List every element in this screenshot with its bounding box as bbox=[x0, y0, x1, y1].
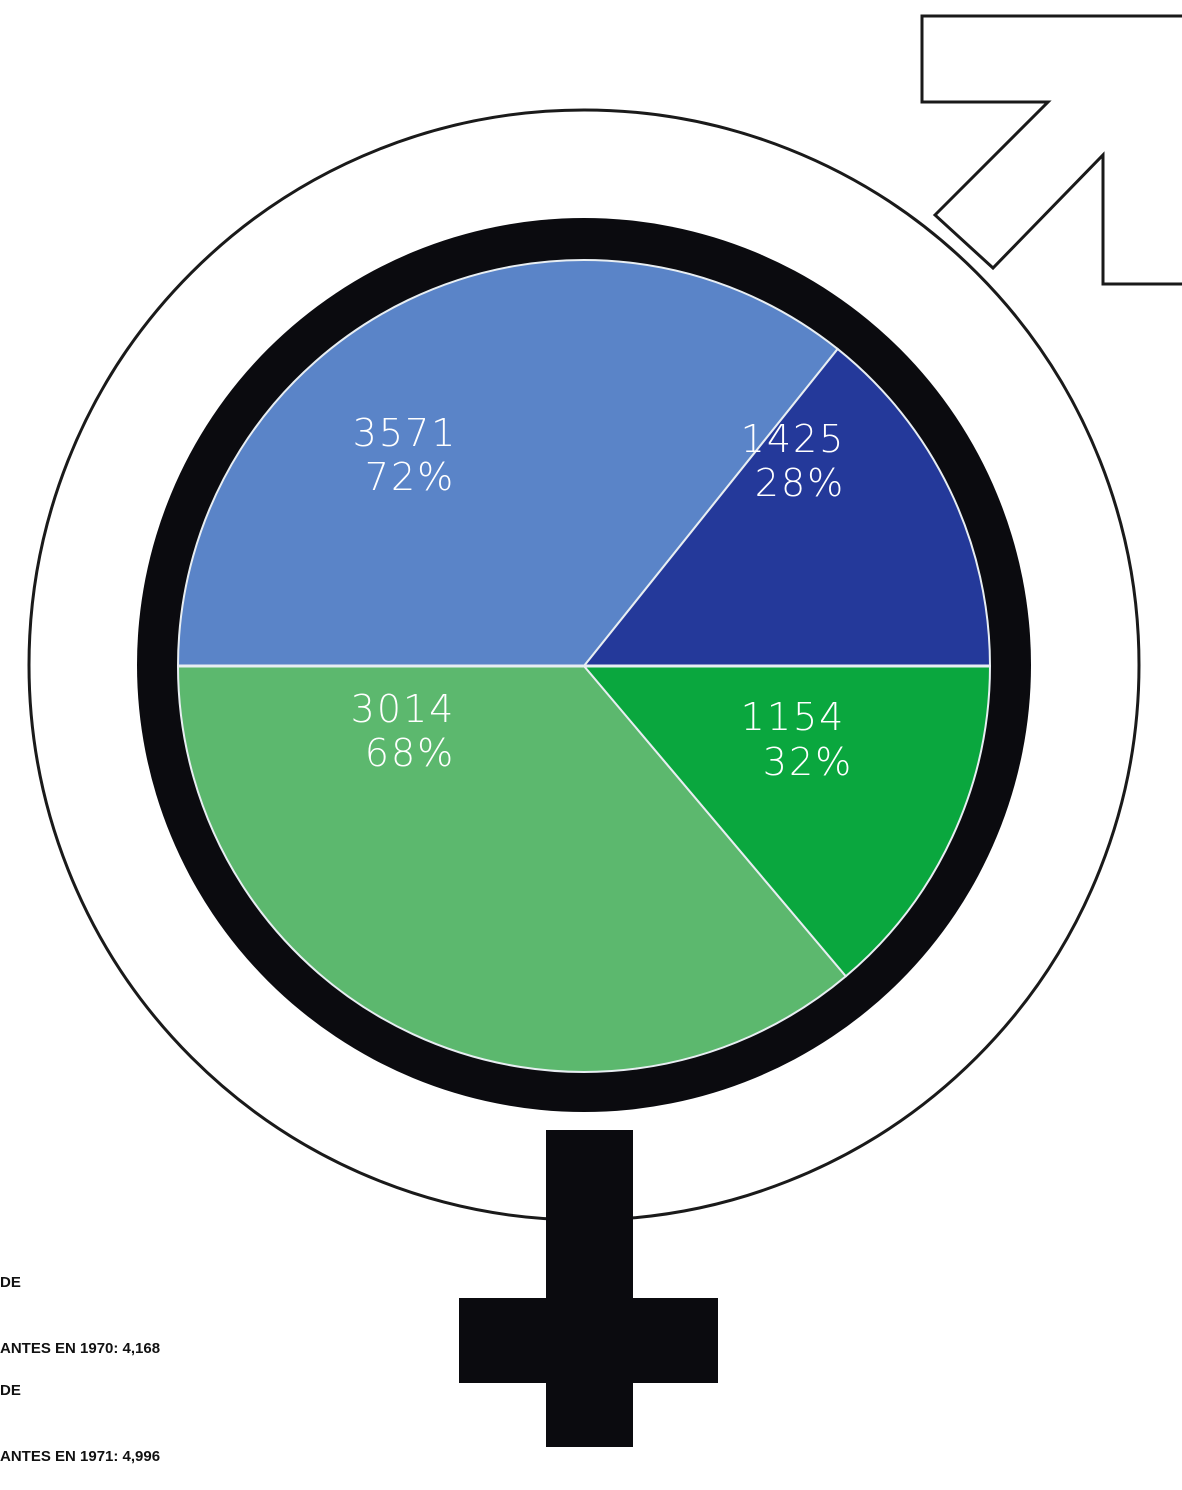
gender-pie-figure: 3571 72% 1425 28% 3014 68% 1154 32% bbox=[27, 14, 1182, 1447]
slice-percent-label: 32% bbox=[763, 740, 853, 784]
slice-label-group: 3571 72% 1425 28% 3014 68% 1154 32% bbox=[351, 411, 853, 784]
slice-percent-label: 28% bbox=[755, 461, 845, 505]
male-arrow-outline bbox=[920, 14, 1182, 286]
caption-line: DE bbox=[0, 1274, 21, 1291]
slice-percent-label: 72% bbox=[365, 455, 455, 499]
caption-line: DE bbox=[0, 1382, 21, 1399]
caption-1971: DE ANTES EN 1971: 4,996 bbox=[0, 1336, 160, 1490]
pie-slices bbox=[176, 259, 992, 1073]
caption-line: ANTES EN 1971: 4,996 bbox=[0, 1448, 161, 1465]
caption-1970: DE ANTES EN 1970: 4,168 bbox=[0, 1228, 160, 1382]
pie-slice bbox=[176, 665, 848, 1073]
female-cross-bar bbox=[459, 1298, 718, 1383]
pie-slice bbox=[581, 665, 992, 978]
female-symbol-icon bbox=[459, 1130, 718, 1447]
slice-value-label: 1425 bbox=[741, 417, 846, 461]
slice-percent-label: 68% bbox=[365, 731, 455, 775]
pie-slice bbox=[176, 259, 840, 667]
caption-line: ANTES EN 1970: 4,168 bbox=[0, 1340, 161, 1357]
slice-value-label: 3014 bbox=[351, 687, 456, 731]
pie-slice bbox=[581, 347, 992, 667]
slice-value-label: 1154 bbox=[741, 695, 846, 739]
female-cross-stem bbox=[546, 1130, 633, 1447]
slice-value-label: 3571 bbox=[353, 411, 458, 455]
